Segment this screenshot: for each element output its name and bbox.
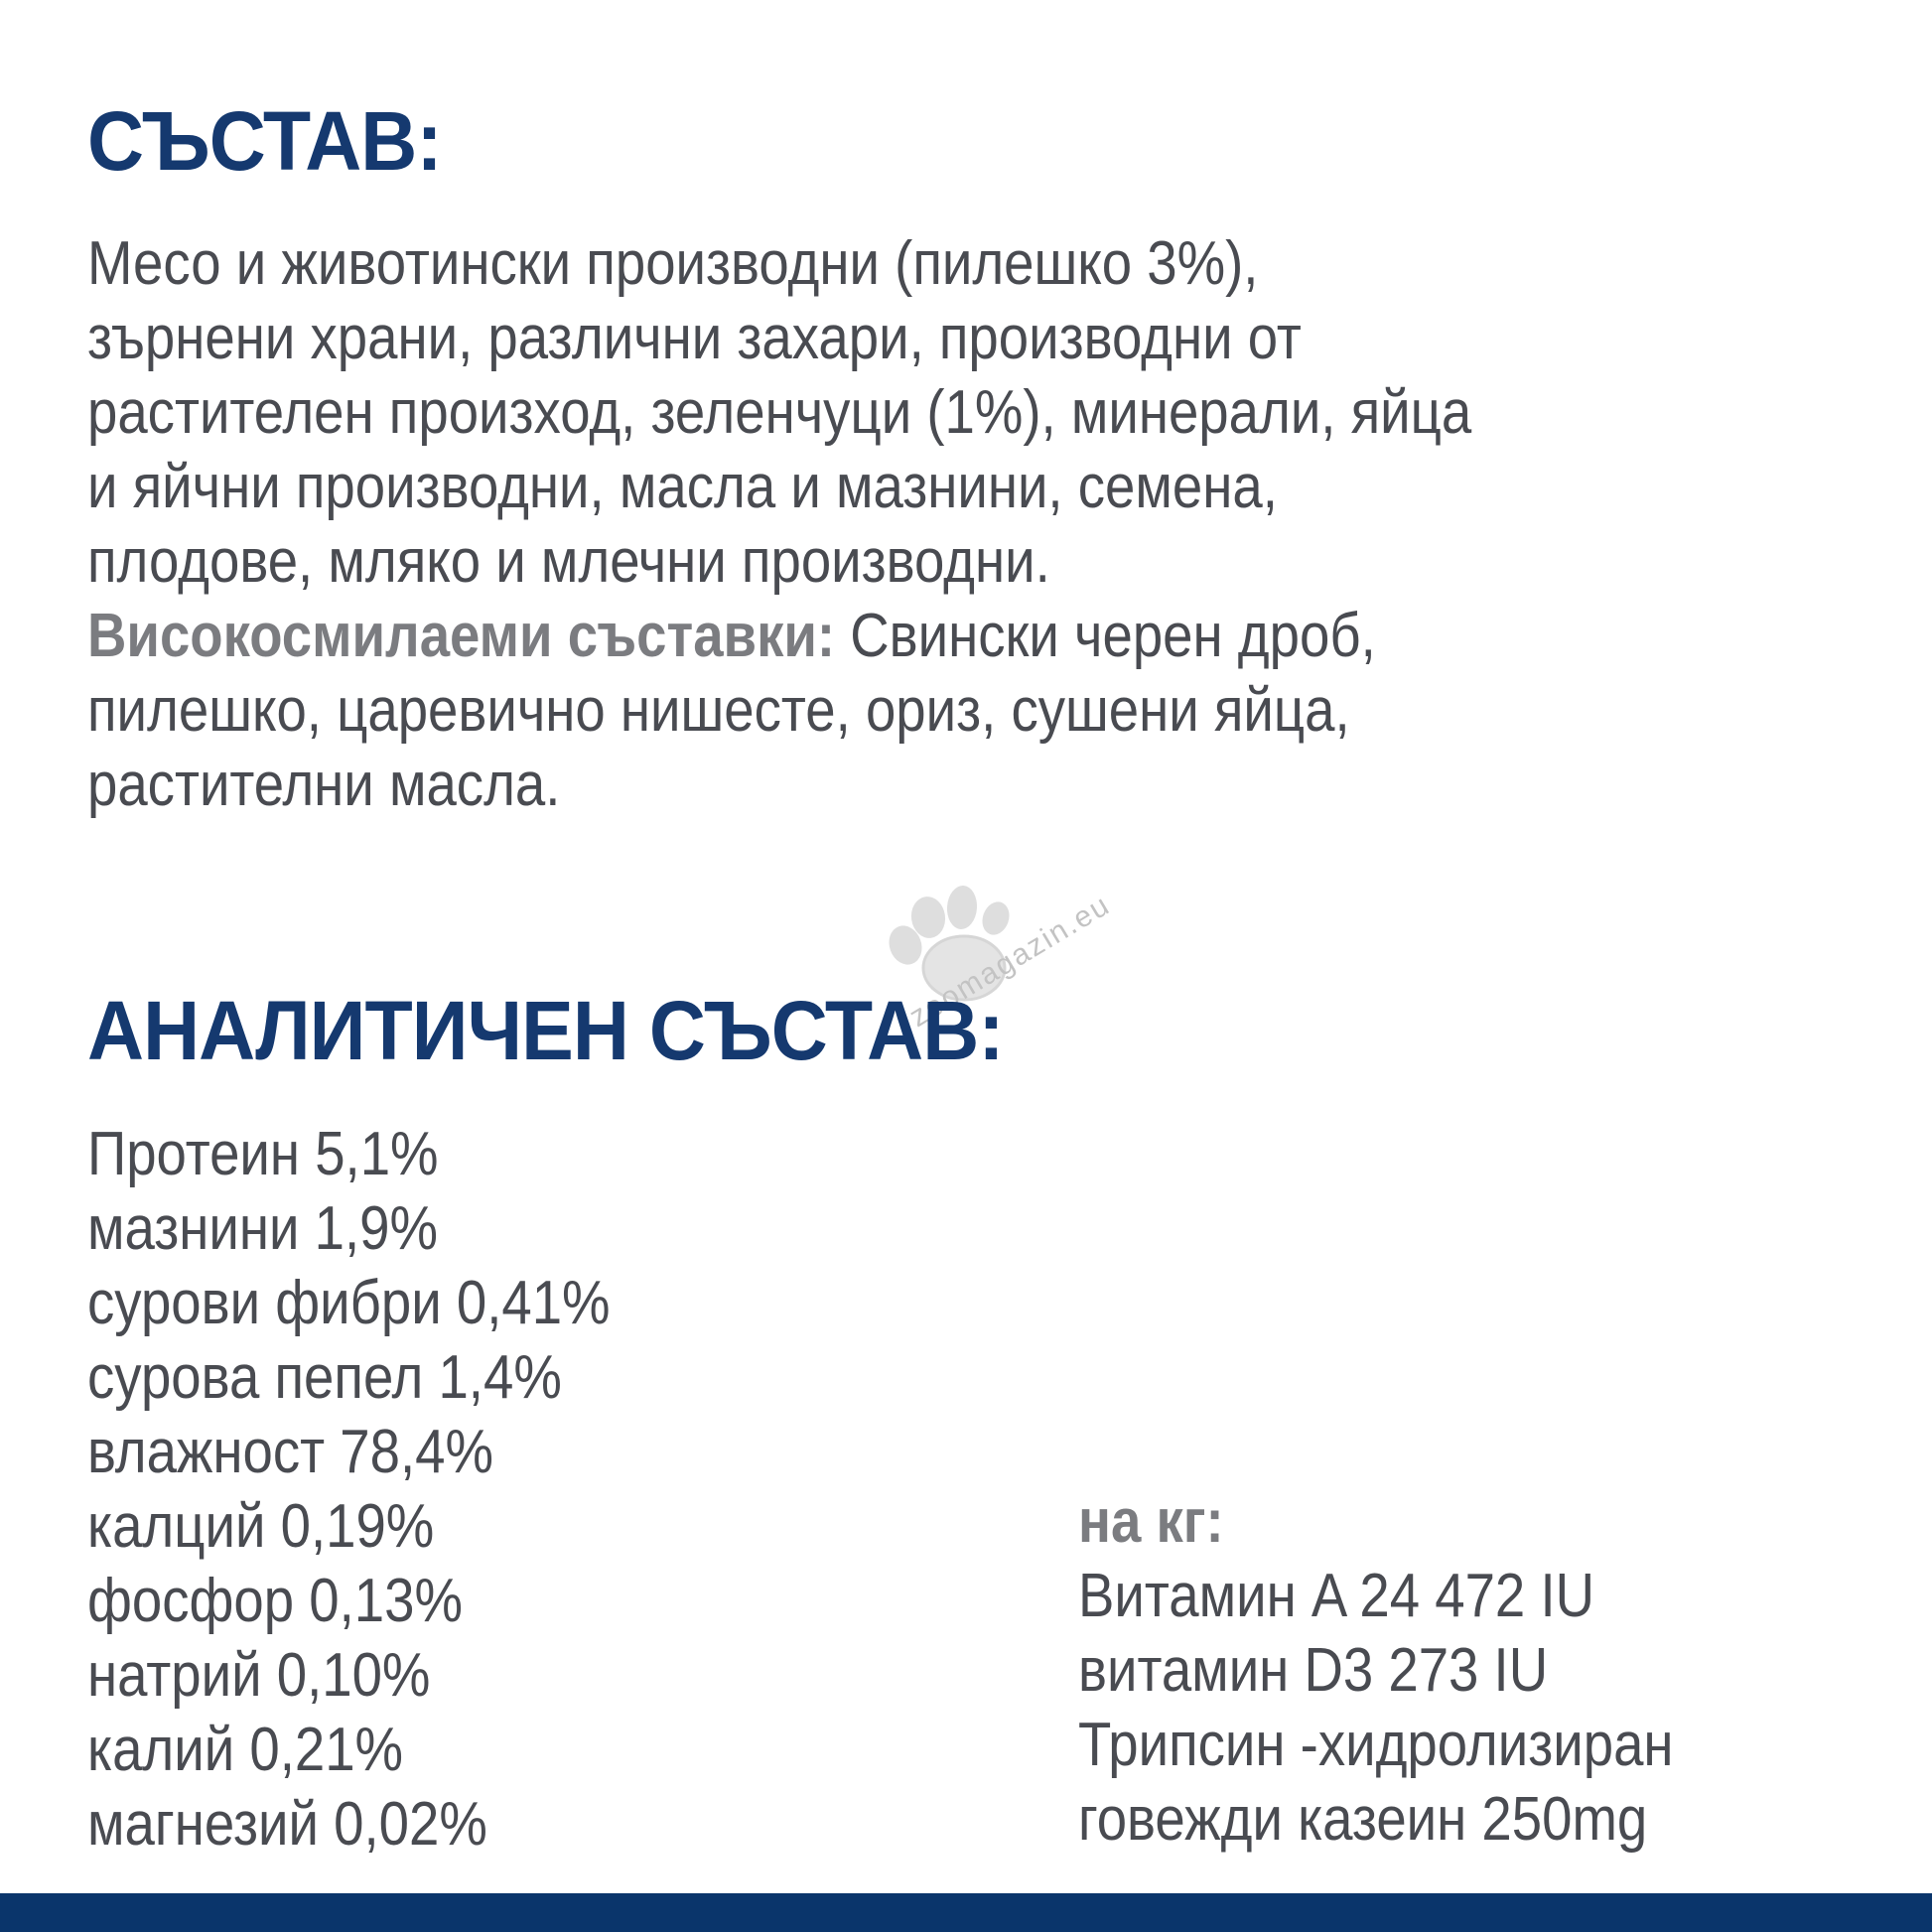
paw-print-watermark-icon	[889, 886, 1010, 1002]
nutrient-item: влажност 78,4%	[87, 1418, 494, 1486]
nutrient-item: сурови фибри 0,41%	[87, 1269, 611, 1337]
ingredient-line: растителни масла.	[87, 751, 561, 819]
nutrient-list: Протеин 5,1% мазнини 1,9% сурови фибри 0…	[87, 1117, 611, 1862]
nutrient-item: Протеин 5,1%	[87, 1120, 439, 1188]
footer-bar	[0, 1893, 1932, 1932]
nutrient-item: магнезий 0,02%	[87, 1790, 487, 1859]
ingredient-line: пилешко, царевично нишесте, ориз, сушени…	[87, 676, 1350, 745]
ingredient-line: и яйчни производни, масла и мазнини, сем…	[87, 453, 1278, 521]
ingredients-paragraph: Месо и животински производни (пилешко 3%…	[87, 226, 1471, 822]
nutrient-item: мазнини 1,9%	[87, 1194, 438, 1263]
analysis-heading: АНАЛИТИЧЕН СЪСТАВ:	[87, 984, 1005, 1077]
highly-digestible-label: Високосмилаеми съставки:	[87, 602, 836, 670]
nutrient-item: натрий 0,10%	[87, 1641, 431, 1710]
per-kg-block: на кг: Витамин A 24 472 IU витамин D3 27…	[1078, 1484, 1674, 1857]
highly-digestible-text: Свински черен дроб,	[835, 602, 1376, 670]
vitamin-line: Трипсин -хидролизиран	[1078, 1711, 1674, 1779]
nutrient-item: фосфор 0,13%	[87, 1567, 463, 1635]
ingredient-line: растителен произход, зеленчуци (1%), мин…	[87, 378, 1472, 447]
nutrient-item: калций 0,19%	[87, 1492, 435, 1561]
highly-digestible-line: Високосмилаеми съставки: Свински черен д…	[87, 599, 1471, 673]
vitamin-line: говежди казеин 250mg	[1078, 1785, 1648, 1854]
vitamin-line: витамин D3 273 IU	[1078, 1636, 1549, 1705]
ingredient-line: Месо и животински производни (пилешко 3%…	[87, 229, 1259, 298]
composition-heading: СЪСТАВ:	[87, 94, 443, 188]
ingredient-line: плодове, мляко и млечни производни.	[87, 527, 1050, 596]
nutrient-item: калий 0,21%	[87, 1716, 404, 1784]
vitamin-line: Витамин A 24 472 IU	[1078, 1562, 1595, 1630]
ingredient-line: зърнени храни, различни захари, производ…	[87, 304, 1302, 372]
per-kg-label: на кг:	[1078, 1487, 1224, 1556]
nutrient-item: сурова пепел 1,4%	[87, 1343, 562, 1412]
